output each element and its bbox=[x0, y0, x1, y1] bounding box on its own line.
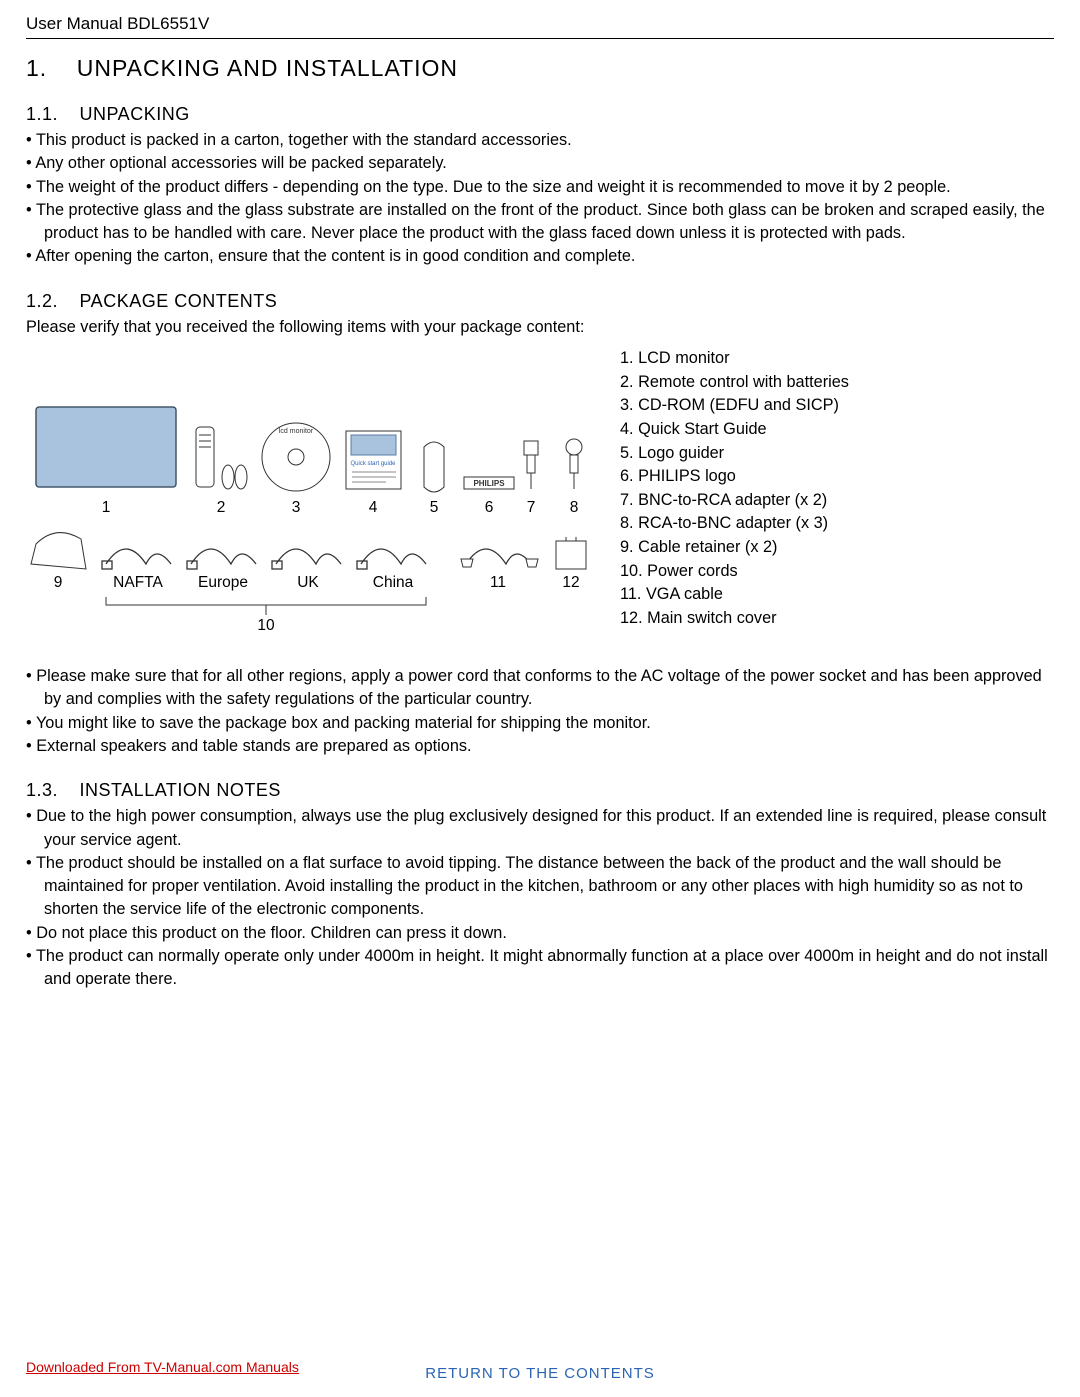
list-item: 9. Cable retainer (x 2) bbox=[620, 536, 1054, 560]
subsection-1-2: 1.2. PACKAGE CONTENTS bbox=[26, 291, 1054, 312]
list-item: 1. LCD monitor bbox=[620, 347, 1054, 371]
list-item: Due to the high power consumption, alway… bbox=[26, 805, 1054, 852]
package-diagram: lcd monitor Quick start guide PHILIPS bbox=[26, 347, 606, 649]
diagram-label: 6 bbox=[485, 499, 494, 517]
list-item: Do not place this product on the floor. … bbox=[26, 922, 1054, 945]
diagram-label: 1 bbox=[102, 499, 111, 517]
diagram-label: NAFTA bbox=[113, 574, 163, 592]
list-item: Please make sure that for all other regi… bbox=[26, 665, 1054, 712]
return-to-contents-link[interactable]: RETURN TO THE CONTENTS bbox=[425, 1365, 655, 1382]
package-notes: Please make sure that for all other regi… bbox=[26, 665, 1054, 758]
subsection-1-1: 1.1. UNPACKING bbox=[26, 104, 1054, 125]
installation-notes-list: Due to the high power consumption, alway… bbox=[26, 805, 1054, 991]
list-item: Any other optional accessories will be p… bbox=[26, 152, 1054, 175]
package-contents-list: 1. LCD monitor 2. Remote control with ba… bbox=[614, 347, 1054, 631]
list-item: 2. Remote control with batteries bbox=[620, 371, 1054, 395]
diagram-label: 4 bbox=[369, 499, 378, 517]
section-title: UNPACKING AND INSTALLATION bbox=[77, 55, 458, 81]
list-item: 5. Logo guider bbox=[620, 442, 1054, 466]
list-item: This product is packed in a carton, toge… bbox=[26, 129, 1054, 152]
diagram-label: China bbox=[373, 574, 414, 592]
diagram-label: UK bbox=[297, 574, 319, 592]
subsection-num: 1.3. bbox=[26, 780, 74, 801]
diagram-label: 2 bbox=[217, 499, 226, 517]
package-intro: Please verify that you received the foll… bbox=[26, 316, 1054, 339]
list-item: 6. PHILIPS logo bbox=[620, 465, 1054, 489]
subsection-title: INSTALLATION NOTES bbox=[80, 780, 281, 800]
diagram-label: 8 bbox=[570, 499, 579, 517]
list-item: 4. Quick Start Guide bbox=[620, 418, 1054, 442]
list-item: The weight of the product differs - depe… bbox=[26, 176, 1054, 199]
list-item: The product should be installed on a fla… bbox=[26, 852, 1054, 922]
svg-text:lcd monitor: lcd monitor bbox=[279, 428, 314, 435]
diagram-label: Europe bbox=[198, 574, 248, 592]
svg-text:PHILIPS: PHILIPS bbox=[473, 479, 505, 488]
list-item: 12. Main switch cover bbox=[620, 607, 1054, 631]
diagram-label: 3 bbox=[292, 499, 301, 517]
list-item: After opening the carton, ensure that th… bbox=[26, 245, 1054, 268]
subsection-title: PACKAGE CONTENTS bbox=[80, 291, 278, 311]
page-header: User Manual BDL6551V bbox=[26, 14, 1054, 39]
diagram-label: 9 bbox=[54, 574, 63, 592]
section-heading: 1. UNPACKING AND INSTALLATION bbox=[26, 55, 1054, 82]
list-item: 11. VGA cable bbox=[620, 583, 1054, 607]
section-num: 1. bbox=[26, 55, 47, 81]
list-item: External speakers and table stands are p… bbox=[26, 735, 1054, 758]
list-item: You might like to save the package box a… bbox=[26, 712, 1054, 735]
subsection-1-3: 1.3. INSTALLATION NOTES bbox=[26, 780, 1054, 801]
list-item: 10. Power cords bbox=[620, 560, 1054, 584]
diagram-label: 10 bbox=[257, 617, 274, 635]
page-footer: Downloaded From TV-Manual.com Manuals RE… bbox=[26, 1359, 1054, 1377]
list-item: 7. BNC-to-RCA adapter (x 2) bbox=[620, 489, 1054, 513]
subsection-num: 1.2. bbox=[26, 291, 74, 312]
subsection-title: UNPACKING bbox=[80, 104, 190, 124]
diagram-label: 11 bbox=[490, 574, 506, 592]
download-link[interactable]: Downloaded From TV-Manual.com Manuals bbox=[26, 1359, 299, 1375]
list-item: The protective glass and the glass subst… bbox=[26, 199, 1054, 246]
subsection-num: 1.1. bbox=[26, 104, 74, 125]
diagram-label: 12 bbox=[562, 574, 579, 592]
list-item: 8. RCA-to-BNC adapter (x 3) bbox=[620, 512, 1054, 536]
diagram-label: 7 bbox=[527, 499, 536, 517]
svg-text:Quick start guide: Quick start guide bbox=[350, 461, 396, 467]
diagram-label: 5 bbox=[430, 499, 439, 517]
list-item: The product can normally operate only un… bbox=[26, 945, 1054, 992]
unpacking-list: This product is packed in a carton, toge… bbox=[26, 129, 1054, 269]
list-item: 3. CD-ROM (EDFU and SICP) bbox=[620, 394, 1054, 418]
